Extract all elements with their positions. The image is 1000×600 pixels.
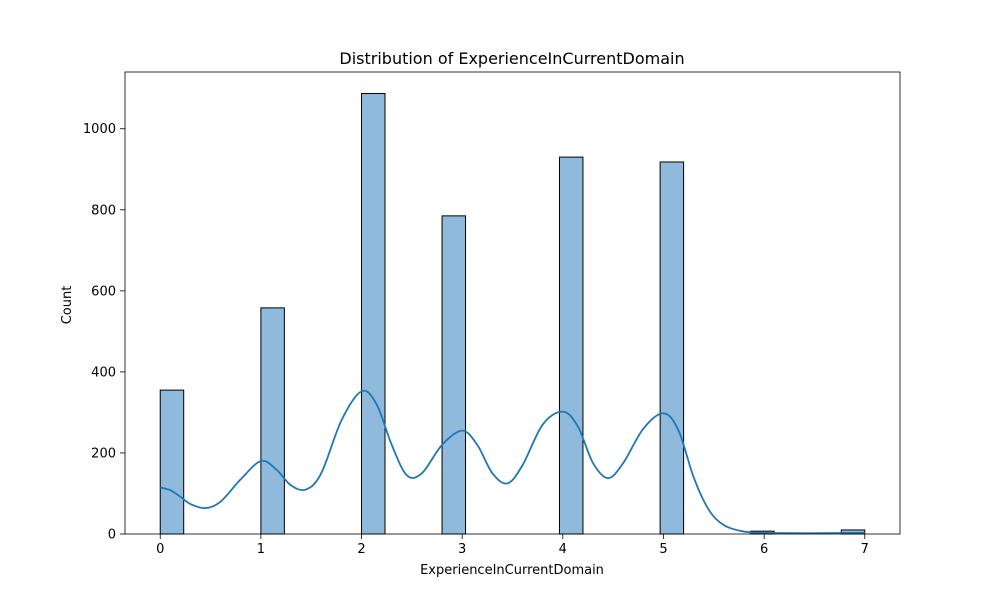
y-tick-label-5: 1000 [83, 122, 116, 137]
x-axis-ticks: 0 1 2 3 4 5 6 7 [156, 534, 869, 557]
y-tick-label-2: 400 [91, 365, 116, 380]
x-axis-label: ExperienceInCurrentDomain [420, 563, 604, 578]
y-tick-label-1: 200 [91, 446, 116, 461]
histogram-bar-3 [441, 215, 467, 535]
histogram-bar-5 [659, 161, 685, 535]
x-tick-label-3: 3 [458, 542, 466, 557]
x-tick-label-6: 6 [760, 542, 768, 557]
plot-area-frame [124, 71, 901, 535]
y-axis-label: Count [60, 286, 75, 325]
x-tick-label-4: 4 [559, 542, 567, 557]
x-tick-label-1: 1 [257, 542, 265, 557]
kde-curve [159, 389, 865, 535]
histogram-bar-1 [260, 307, 285, 535]
y-tick-label-0: 0 [108, 528, 116, 543]
y-tick-label-3: 600 [91, 284, 116, 299]
histogram-bar-4 [558, 156, 584, 535]
chart-title: Distribution of ExperienceInCurrentDomai… [339, 49, 684, 68]
histogram-bar-0 [159, 389, 185, 535]
x-tick-label-5: 5 [659, 542, 667, 557]
x-tick-label-7: 7 [861, 542, 869, 557]
histogram-bars [159, 92, 866, 535]
x-tick-label-2: 2 [357, 542, 365, 557]
y-tick-label-4: 800 [91, 203, 116, 218]
x-tick-label-0: 0 [156, 542, 164, 557]
y-axis-ticks: 0 200 400 600 800 1000 [83, 122, 125, 543]
histogram-bar-2 [361, 92, 386, 535]
